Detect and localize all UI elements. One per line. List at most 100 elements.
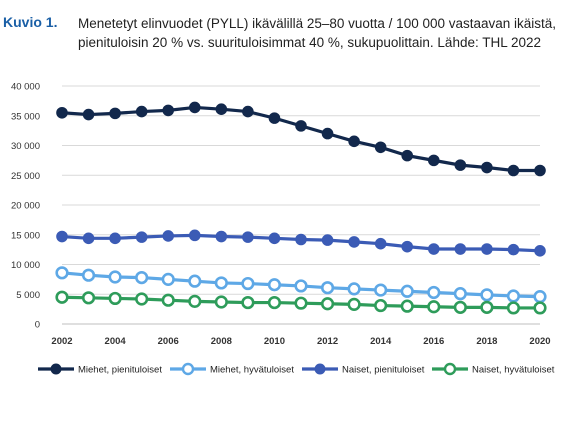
data-point [427, 243, 440, 255]
legend-label: Miehet, hyvätuloiset [210, 365, 294, 376]
y-tick-label: 35 000 [11, 111, 40, 122]
data-point [267, 295, 282, 310]
data-point [507, 164, 520, 177]
legend-marker [314, 363, 326, 375]
data-point [135, 270, 149, 285]
chart-series [55, 101, 547, 315]
data-point [453, 287, 467, 301]
data-point [81, 291, 96, 305]
data-point [135, 231, 148, 243]
data-point [348, 135, 360, 148]
data-point [347, 282, 361, 296]
data-point [82, 232, 95, 245]
chart-gridlines [62, 85, 540, 325]
data-point [188, 294, 202, 308]
data-point [374, 237, 387, 250]
data-point [268, 112, 281, 124]
data-point [374, 283, 388, 297]
data-point [135, 292, 149, 306]
series-1 [56, 101, 546, 177]
data-point [294, 279, 308, 293]
data-point [295, 120, 307, 132]
x-tick-label: 2014 [370, 336, 392, 347]
legend-marker [50, 363, 62, 375]
series-4 [55, 290, 547, 315]
data-point [109, 107, 121, 120]
y-tick-label: 5 000 [16, 290, 40, 301]
y-axis-tick-labels: 0 5 000 10 000 15 000 20 000 25 000 30 000 35 0… [11, 82, 40, 331]
series-2 [55, 266, 547, 304]
x-tick-label: 2002 [51, 336, 72, 347]
data-point [55, 266, 69, 280]
data-point [215, 103, 228, 116]
y-tick-label: 30 000 [11, 141, 40, 152]
data-point [108, 270, 122, 284]
data-point [320, 281, 335, 295]
y-tick-label: 0 [35, 320, 40, 331]
data-point [215, 230, 228, 243]
data-point [295, 233, 307, 246]
data-point [374, 298, 388, 313]
data-point [480, 288, 494, 302]
data-point [400, 299, 414, 313]
data-point [188, 101, 201, 114]
y-tick-label: 25 000 [11, 171, 40, 182]
x-tick-label: 2016 [423, 336, 444, 347]
legend-item: Miehet, hyvätuloiset [170, 362, 294, 376]
data-point [188, 229, 201, 242]
legend-label: Naiset, pienituloiset [342, 365, 425, 376]
data-point [427, 300, 441, 314]
data-point [241, 276, 255, 291]
data-point [294, 296, 308, 310]
data-point [135, 105, 148, 118]
data-point [401, 149, 414, 162]
data-point [56, 230, 68, 243]
data-point [481, 161, 493, 174]
legend-label: Naiset, hyvätuloiset [472, 365, 555, 376]
data-point [348, 236, 360, 248]
data-point [162, 104, 175, 117]
data-point [109, 232, 121, 245]
data-point [161, 293, 175, 307]
data-point [533, 290, 547, 304]
x-tick-label: 2004 [105, 336, 127, 347]
data-point [427, 154, 440, 167]
figure-title-line-1: Menetetyt elinvuodet (PYLL) ikävälillä 2… [78, 16, 557, 31]
data-point [453, 300, 467, 314]
data-point [214, 276, 228, 290]
y-tick-label: 20 000 [11, 201, 40, 212]
data-point [188, 274, 202, 288]
data-point [108, 291, 122, 306]
data-point [56, 106, 68, 119]
data-point [241, 295, 255, 310]
data-point [267, 278, 282, 292]
data-point [81, 268, 96, 282]
data-point [320, 297, 335, 311]
figure-title-line-2: pienituloisin 20 % vs. suurituloisimmat … [78, 35, 542, 50]
data-point [506, 301, 521, 315]
data-point [242, 105, 254, 118]
legend-label: Miehet, pienituloiset [78, 365, 162, 376]
data-point [374, 141, 387, 154]
data-point [401, 240, 414, 253]
x-tick-label: 2010 [264, 336, 285, 347]
data-point [162, 230, 175, 242]
data-point [454, 243, 467, 255]
legend-item: Miehet, pienituloiset [38, 363, 162, 376]
legend-item: Naiset, hyvätuloiset [432, 362, 555, 376]
data-point [507, 243, 520, 256]
y-tick-label: 40 000 [11, 82, 40, 93]
chart-legend: Miehet, pienituloiset Miehet, hyvätuloise… [38, 362, 555, 376]
data-point [321, 234, 334, 246]
data-point [427, 285, 441, 300]
x-tick-label: 2012 [317, 336, 338, 347]
figure-label: Kuvio 1. [3, 14, 58, 30]
data-point [321, 127, 334, 140]
data-point [55, 290, 69, 304]
series-3 [56, 229, 546, 257]
series-line [61, 105, 540, 173]
data-point [82, 108, 95, 121]
data-point [214, 295, 228, 309]
data-point [347, 297, 361, 311]
